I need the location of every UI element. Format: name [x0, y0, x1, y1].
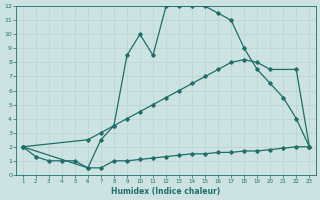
X-axis label: Humidex (Indice chaleur): Humidex (Indice chaleur): [111, 187, 221, 196]
